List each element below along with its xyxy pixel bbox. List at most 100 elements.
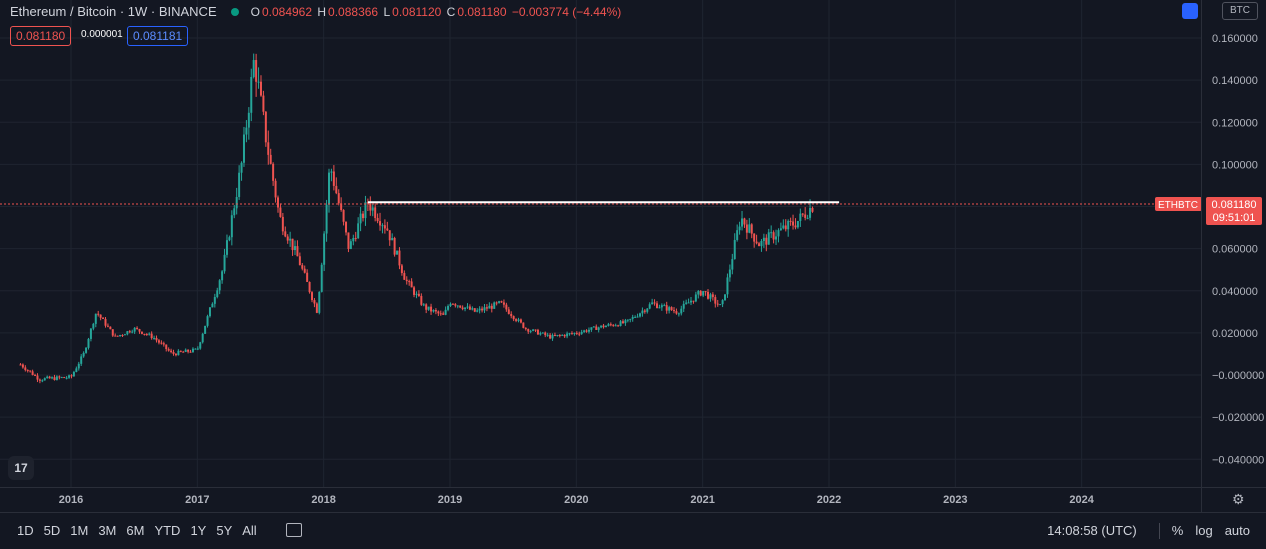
candle-body bbox=[157, 340, 160, 343]
clock-time[interactable]: 14:08:58 (UTC) bbox=[1047, 523, 1137, 538]
candle-body bbox=[150, 333, 153, 339]
candle-body bbox=[111, 329, 114, 336]
candle-body bbox=[466, 306, 469, 308]
candle-body bbox=[289, 238, 292, 241]
candle-body bbox=[286, 236, 289, 241]
range-button-5d[interactable]: 5D bbox=[43, 523, 61, 538]
candle-body bbox=[772, 232, 775, 240]
candle-body bbox=[235, 197, 238, 209]
candle-body bbox=[532, 329, 535, 331]
candle-body bbox=[779, 228, 782, 231]
candle-body bbox=[566, 333, 569, 337]
candle-body bbox=[276, 197, 279, 208]
candle-body bbox=[670, 307, 673, 311]
candle-body bbox=[447, 306, 450, 310]
range-button-6m[interactable]: 6M bbox=[126, 523, 145, 538]
candle-body bbox=[461, 307, 464, 310]
candle-body bbox=[592, 326, 595, 328]
candle-body bbox=[396, 250, 399, 255]
candle-body bbox=[330, 171, 333, 173]
percent-toggle[interactable]: % bbox=[1171, 523, 1184, 538]
candle-body bbox=[493, 302, 496, 309]
candle-body bbox=[145, 334, 148, 336]
candle-body bbox=[641, 310, 644, 314]
candle-body bbox=[551, 335, 554, 339]
candle-body bbox=[340, 203, 343, 211]
symbol-title[interactable]: Ethereum / Bitcoin · 1W · BINANCE bbox=[10, 4, 217, 19]
candle-body bbox=[250, 76, 253, 113]
candle-body bbox=[738, 226, 741, 231]
candle-body bbox=[323, 233, 326, 265]
candle-body bbox=[724, 294, 727, 301]
candle-body bbox=[257, 81, 260, 83]
candle-body bbox=[347, 232, 350, 249]
candle-body bbox=[213, 297, 216, 304]
range-button-5y[interactable]: 5Y bbox=[216, 523, 233, 538]
candle-body bbox=[170, 350, 173, 353]
compare-icon[interactable] bbox=[1182, 3, 1198, 19]
candle-body bbox=[369, 203, 372, 211]
candle-body bbox=[481, 308, 484, 311]
candle-body bbox=[165, 344, 168, 350]
candle-body bbox=[269, 154, 272, 164]
candle-body bbox=[685, 302, 688, 304]
close-value: 0.081180 bbox=[457, 4, 507, 19]
candle-body bbox=[553, 335, 556, 337]
range-button-1d[interactable]: 1D bbox=[17, 523, 34, 538]
candle-body bbox=[70, 375, 73, 377]
range-button-all[interactable]: All bbox=[242, 523, 257, 538]
candle-body bbox=[549, 334, 552, 339]
candle-body bbox=[252, 60, 255, 77]
price-tag: 0.081180 bbox=[1211, 199, 1256, 211]
y-tick-label: −0.040000 bbox=[1212, 454, 1264, 466]
go-to-date-icon[interactable] bbox=[286, 523, 302, 537]
candle-body bbox=[573, 332, 576, 334]
candle-body bbox=[558, 334, 561, 336]
candle-body bbox=[31, 371, 34, 376]
range-button-3m[interactable]: 3M bbox=[98, 523, 117, 538]
buy-price-button[interactable]: 0.081181 bbox=[127, 26, 189, 46]
candle-body bbox=[68, 375, 71, 378]
range-button-1y[interactable]: 1Y bbox=[190, 523, 207, 538]
candle-body bbox=[228, 237, 231, 241]
candle-body bbox=[711, 294, 714, 298]
candle-body bbox=[345, 221, 348, 233]
candle-body bbox=[43, 378, 46, 381]
candle-body bbox=[755, 241, 758, 244]
candle-body bbox=[609, 324, 612, 326]
candle-body bbox=[784, 225, 787, 230]
spread-value: 0.000001 bbox=[81, 29, 123, 40]
candle-body bbox=[536, 329, 539, 335]
price-axis[interactable]: 0.160000 0.140000 0.120000 0.100000 0.060000… bbox=[1155, 33, 1264, 466]
candle-body bbox=[204, 325, 207, 334]
auto-toggle[interactable]: auto bbox=[1224, 523, 1250, 538]
candle-body bbox=[238, 172, 241, 198]
candle-body bbox=[109, 326, 112, 330]
divider bbox=[1158, 523, 1160, 539]
range-button-1m[interactable]: 1M bbox=[70, 523, 89, 538]
candle-body bbox=[570, 333, 573, 335]
candle-body bbox=[80, 356, 83, 364]
candle-body bbox=[225, 240, 228, 255]
candle-body bbox=[82, 352, 85, 357]
candle-body bbox=[102, 317, 105, 319]
currency-button[interactable]: BTC bbox=[1222, 2, 1258, 20]
sell-price-button[interactable]: 0.081180 bbox=[10, 26, 72, 46]
tradingview-logo-icon[interactable]: 17 bbox=[8, 456, 34, 480]
candle-body bbox=[123, 334, 126, 336]
candle-body bbox=[500, 301, 503, 303]
candle-body bbox=[490, 305, 493, 309]
range-button-ytd[interactable]: YTD bbox=[154, 523, 181, 538]
candle-body bbox=[653, 302, 656, 304]
log-toggle[interactable]: log bbox=[1195, 523, 1213, 538]
candle-body bbox=[19, 364, 22, 366]
candle-body bbox=[655, 303, 658, 308]
settings-gear-icon[interactable]: ⚙ bbox=[1232, 491, 1245, 507]
candle-body bbox=[308, 281, 311, 293]
time-axis[interactable]: 2016 2017 2018 2019 2020 2021 2022 2023 2024 bbox=[59, 494, 1095, 506]
candle-body bbox=[809, 207, 812, 218]
candle-body bbox=[597, 327, 600, 330]
bottom-right-controls: 14:08:58 (UTC) % log auto bbox=[1047, 523, 1262, 539]
candle-body bbox=[612, 324, 615, 326]
